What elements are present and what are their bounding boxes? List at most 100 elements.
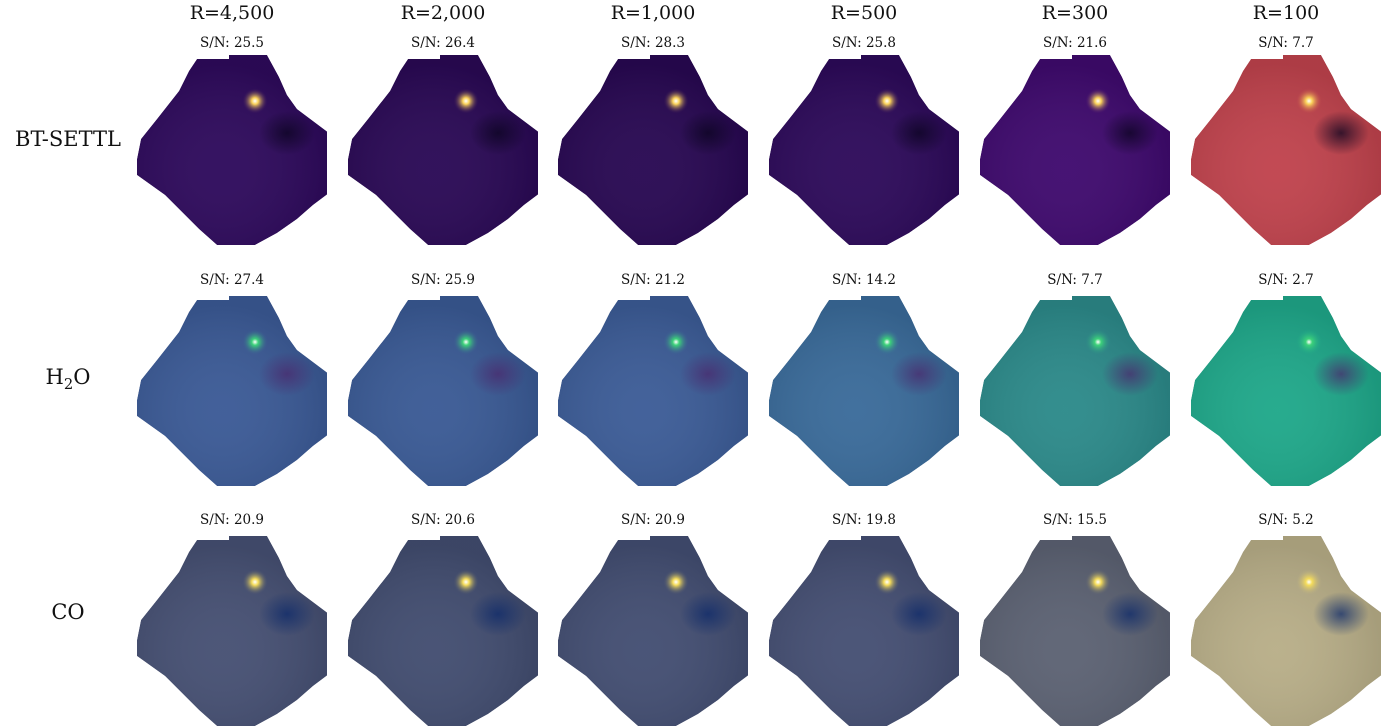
companion-signal: [1296, 88, 1322, 114]
column-title: R=500: [830, 2, 898, 24]
companion-signal: [242, 329, 268, 355]
dark-residual: [470, 352, 526, 396]
sn-label: S/N: 20.9: [199, 512, 265, 528]
snr-map-panel: [980, 55, 1170, 245]
snr-map-panel: [980, 536, 1170, 726]
snr-map-panel: [1191, 55, 1381, 245]
companion-signal: [1085, 569, 1111, 595]
snr-map-panel: [348, 536, 538, 726]
sn-label: S/N: 14.2: [831, 272, 897, 288]
dark-residual: [1313, 592, 1369, 636]
snr-map: [558, 536, 748, 726]
sn-label: S/N: 19.8: [831, 512, 897, 528]
companion-signal: [1296, 569, 1322, 595]
snr-map: [769, 296, 959, 486]
snr-map: [137, 536, 327, 726]
dark-residual: [891, 111, 947, 155]
dark-residual: [680, 352, 736, 396]
column-title: R=2,000: [400, 2, 486, 24]
column-title: R=100: [1252, 2, 1320, 24]
companion-signal: [663, 569, 689, 595]
sn-label: S/N: 21.2: [620, 272, 686, 288]
sn-label: S/N: 27.4: [199, 272, 265, 288]
companion-signal: [242, 569, 268, 595]
dark-residual: [259, 111, 315, 155]
snr-map: [348, 55, 538, 245]
snr-map: [980, 55, 1170, 245]
dark-residual: [470, 592, 526, 636]
row-label-main: H: [45, 365, 64, 389]
sn-label: S/N: 20.9: [620, 512, 686, 528]
column-title: R=300: [1041, 2, 1109, 24]
sn-label: S/N: 25.8: [831, 35, 897, 51]
snr-map: [348, 296, 538, 486]
companion-signal: [874, 329, 900, 355]
sn-label: S/N: 7.7: [1258, 35, 1314, 51]
dark-residual: [1313, 352, 1369, 396]
sn-label: S/N: 7.7: [1047, 272, 1103, 288]
companion-signal: [453, 88, 479, 114]
sn-label: S/N: 28.3: [620, 35, 686, 51]
snr-map-panel: [558, 296, 748, 486]
dark-residual: [1102, 352, 1158, 396]
snr-map: [348, 536, 538, 726]
row-label-tail: O: [73, 365, 91, 389]
sn-label: S/N: 20.6: [410, 512, 476, 528]
snr-map-panel: [137, 296, 327, 486]
companion-signal: [453, 569, 479, 595]
dark-residual: [470, 111, 526, 155]
snr-map: [558, 55, 748, 245]
dark-residual: [891, 592, 947, 636]
snr-map: [769, 55, 959, 245]
snr-map-panel: [348, 296, 538, 486]
sn-label: S/N: 26.4: [410, 35, 476, 51]
snr-map: [980, 536, 1170, 726]
row-label-main: CO: [51, 600, 85, 624]
snr-map-panel: [1191, 296, 1381, 486]
snr-map-panel: [137, 55, 327, 245]
snr-map-panel: [558, 536, 748, 726]
snr-map-panel: [558, 55, 748, 245]
snr-map: [558, 296, 748, 486]
row-label: BT-SETTL: [4, 127, 132, 151]
sn-label: S/N: 15.5: [1042, 512, 1108, 528]
row-label: H2O: [4, 365, 132, 393]
companion-signal: [1296, 329, 1322, 355]
snr-map-panel: [769, 296, 959, 486]
sn-label: S/N: 21.6: [1042, 35, 1108, 51]
dark-residual: [680, 592, 736, 636]
row-label-main: BT-SETTL: [15, 127, 121, 151]
snr-map: [980, 296, 1170, 486]
row-label: CO: [4, 600, 132, 624]
sn-label: S/N: 25.5: [199, 35, 265, 51]
dark-residual: [891, 352, 947, 396]
companion-signal: [874, 88, 900, 114]
row-label-subscript: 2: [63, 376, 74, 394]
sn-label: S/N: 2.7: [1258, 272, 1314, 288]
snr-map-panel: [1191, 536, 1381, 726]
snr-map: [1191, 55, 1381, 245]
snr-map-panel: [137, 536, 327, 726]
column-title: R=1,000: [610, 2, 696, 24]
sn-label: S/N: 5.2: [1258, 512, 1314, 528]
dark-residual: [1313, 111, 1369, 155]
dark-residual: [1102, 111, 1158, 155]
snr-map-panel: [769, 55, 959, 245]
snr-map-panel: [980, 296, 1170, 486]
companion-signal: [1085, 88, 1111, 114]
snr-map-panel: [769, 536, 959, 726]
snr-map: [137, 296, 327, 486]
snr-map: [1191, 296, 1381, 486]
snr-map-panel: [348, 55, 538, 245]
companion-signal: [242, 88, 268, 114]
snr-map: [769, 536, 959, 726]
snr-map: [137, 55, 327, 245]
companion-signal: [663, 88, 689, 114]
dark-residual: [1102, 592, 1158, 636]
companion-signal: [1085, 329, 1111, 355]
column-title: R=4,500: [189, 2, 275, 24]
companion-signal: [663, 329, 689, 355]
snr-map: [1191, 536, 1381, 726]
dark-residual: [259, 352, 315, 396]
